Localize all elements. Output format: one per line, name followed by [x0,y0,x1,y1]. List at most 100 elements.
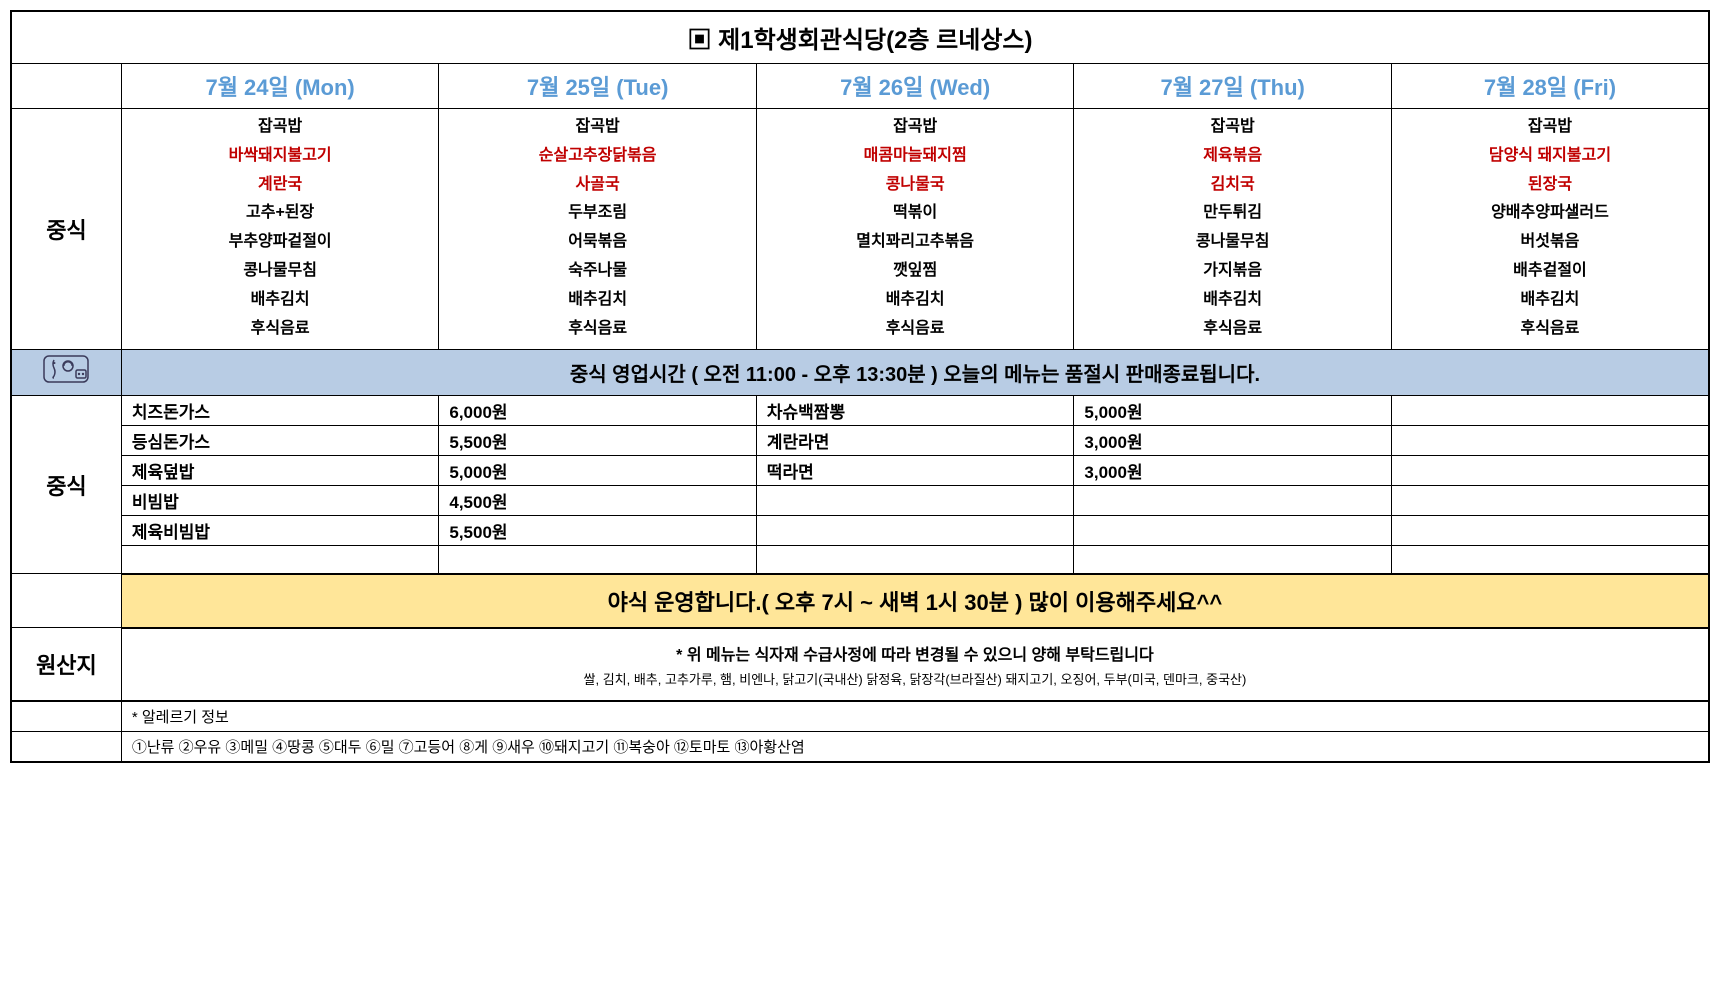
price-name: 치즈돈가스 [121,396,439,426]
menu-item: 콩나물국 [757,171,1074,200]
price-name [756,516,1074,546]
price-name: 차슈백짬뽕 [756,396,1074,426]
allergy-blank2 [11,731,121,762]
menu-item: 양배추양파샐러드 [1392,199,1708,228]
menu-item: 만두튀김 [1074,199,1391,228]
price-value [1074,486,1392,516]
price-name [121,546,439,574]
food-icon [11,350,121,396]
night-blank [11,574,121,628]
price-row-2: 제육덮밥 5,000원 떡라면 3,000원 [11,456,1709,486]
menu-item: 멸치꽈리고추볶음 [757,228,1074,257]
lunch-label: 중식 [11,109,121,350]
title-row: ▣ 제1학생회관식당(2층 르네상스) [11,11,1709,64]
price-name [756,546,1074,574]
menu-item: 된장국 [1392,171,1708,200]
day-header-mon: 7월 24일 (Mon) [121,64,439,109]
lunch-mon: 잡곡밥바싹돼지불고기계란국고추+된장부추양파겉절이콩나물무침배추김치후식음료 [121,109,439,350]
night-text: 야식 운영합니다.( 오후 7시 ~ 새벽 1시 30분 ) 많이 이용해주세요… [121,574,1709,628]
menu-item: 가지볶음 [1074,257,1391,286]
price-name: 등심돈가스 [121,426,439,456]
price-name: 계란라면 [756,426,1074,456]
menu-item: 깻잎찜 [757,257,1074,286]
price-value [439,546,757,574]
price-blank [1391,546,1709,574]
menu-item: 떡볶이 [757,199,1074,228]
price-blank [1391,516,1709,546]
lunch-wed: 잡곡밥매콤마늘돼지찜콩나물국떡볶이멸치꽈리고추볶음깻잎찜배추김치후식음료 [756,109,1074,350]
lunch-menu-row: 중식 잡곡밥바싹돼지불고기계란국고추+된장부추양파겉절이콩나물무침배추김치후식음… [11,109,1709,350]
menu-item: 후식음료 [122,315,439,344]
price-value [1074,546,1392,574]
hours-text: 중식 영업시간 ( 오전 11:00 - 오후 13:30분 ) 오늘의 메뉴는… [121,350,1709,396]
allergy-label-row: * 알레르기 정보 [11,701,1709,732]
menu-item: 후식음료 [1074,315,1391,344]
menu-item: 배추김치 [757,286,1074,315]
price-name: 제육덮밥 [121,456,439,486]
menu-item: 잡곡밥 [757,113,1074,142]
menu-item: 콩나물무침 [1074,228,1391,257]
price-blank [1391,426,1709,456]
day-header-fri: 7월 28일 (Fri) [1391,64,1709,109]
allergy-blank [11,701,121,732]
night-banner-row: 야식 운영합니다.( 오후 7시 ~ 새벽 1시 30분 ) 많이 이용해주세요… [11,574,1709,628]
price-name: 떡라면 [756,456,1074,486]
menu-item: 후식음료 [1392,315,1708,344]
price-value [1074,516,1392,546]
price-name [756,486,1074,516]
menu-item: 후식음료 [757,315,1074,344]
menu-item: 바싹돼지불고기 [122,142,439,171]
day-header-tue: 7월 25일 (Tue) [439,64,757,109]
day-header-wed: 7월 26일 (Wed) [756,64,1074,109]
price-row-1: 등심돈가스 5,500원 계란라면 3,000원 [11,426,1709,456]
blank-corner [11,64,121,109]
menu-item: 잡곡밥 [122,113,439,142]
price-name: 제육비빔밥 [121,516,439,546]
price-value: 5,500원 [439,516,757,546]
menu-item: 두부조림 [439,199,756,228]
price-row-4: 제육비빔밥 5,500원 [11,516,1709,546]
menu-item: 잡곡밥 [439,113,756,142]
menu-item: 어묵볶음 [439,228,756,257]
day-header-thu: 7월 27일 (Thu) [1074,64,1392,109]
price-value: 5,000원 [439,456,757,486]
menu-item: 담양식 돼지불고기 [1392,142,1708,171]
menu-item: 사골국 [439,171,756,200]
allergy-label: * 알레르기 정보 [121,701,1709,732]
menu-table: ▣ 제1학생회관식당(2층 르네상스) 7월 24일 (Mon) 7월 25일 … [10,10,1710,763]
lunch-fri: 잡곡밥담양식 돼지불고기된장국양배추양파샐러드버섯볶음배추겉절이배추김치후식음료 [1391,109,1709,350]
allergy-list-row: ①난류 ②우유 ③메밀 ④땅콩 ⑤대두 ⑥밀 ⑦고등어 ⑧게 ⑨새우 ⑩돼지고기… [11,731,1709,762]
lunch-tue: 잡곡밥순살고추장닭볶음사골국두부조림어묵볶음숙주나물배추김치후식음료 [439,109,757,350]
price-row-0: 중식 치즈돈가스 6,000원 차슈백짬뽕 5,000원 [11,396,1709,426]
price-blank [1391,456,1709,486]
menu-item: 잡곡밥 [1074,113,1391,142]
menu-item: 후식음료 [439,315,756,344]
menu-item: 배추김치 [1392,286,1708,315]
origin-content: * 위 메뉴는 식자재 수급사정에 따라 변경될 수 있으니 양해 부탁드립니다… [121,628,1709,701]
day-header-row: 7월 24일 (Mon) 7월 25일 (Tue) 7월 26일 (Wed) 7… [11,64,1709,109]
price-row-5 [11,546,1709,574]
menu-item: 콩나물무침 [122,257,439,286]
menu-item: 배추김치 [439,286,756,315]
hours-banner-row: 중식 영업시간 ( 오전 11:00 - 오후 13:30분 ) 오늘의 메뉴는… [11,350,1709,396]
menu-item: 계란국 [122,171,439,200]
origin-text2: 쌀, 김치, 배추, 고추가루, 햄, 비엔나, 닭고기(국내산) 닭정육, 닭… [122,669,1708,700]
menu-item: 배추김치 [122,286,439,315]
menu-item: 배추김치 [1074,286,1391,315]
allergy-list: ①난류 ②우유 ③메밀 ④땅콩 ⑤대두 ⑥밀 ⑦고등어 ⑧게 ⑨새우 ⑩돼지고기… [121,731,1709,762]
price-value: 6,000원 [439,396,757,426]
origin-text1: * 위 메뉴는 식자재 수급사정에 따라 변경될 수 있으니 양해 부탁드립니다 [122,629,1708,669]
menu-item: 부추양파겉절이 [122,228,439,257]
menu-item: 버섯볶음 [1392,228,1708,257]
menu-item: 제육볶음 [1074,142,1391,171]
lunch-thu: 잡곡밥제육볶음김치국만두튀김콩나물무침가지볶음배추김치후식음료 [1074,109,1392,350]
price-row-3: 비빔밥 4,500원 [11,486,1709,516]
price-blank [1391,486,1709,516]
price-value: 5,000원 [1074,396,1392,426]
menu-item: 잡곡밥 [1392,113,1708,142]
price-value: 3,000원 [1074,456,1392,486]
menu-item: 순살고추장닭볶음 [439,142,756,171]
menu-item: 배추겉절이 [1392,257,1708,286]
price-value: 5,500원 [439,426,757,456]
origin-row: 원산지 * 위 메뉴는 식자재 수급사정에 따라 변경될 수 있으니 양해 부탁… [11,628,1709,701]
